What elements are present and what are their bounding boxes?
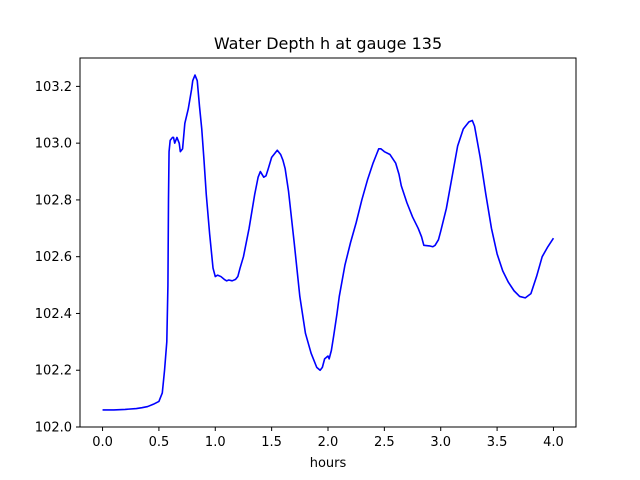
plot-area	[79, 57, 577, 428]
x-tick-label: 1.5	[261, 435, 282, 450]
chart-title: Water Depth h at gauge 135	[214, 34, 442, 53]
plot-frame	[79, 57, 577, 428]
x-tick-label: 3.0	[430, 435, 451, 450]
x-tick-label: 2.5	[374, 435, 395, 450]
y-tick-label: 102.8	[35, 193, 72, 208]
x-tick-label: 2.0	[318, 435, 339, 450]
y-tick-label: 102.0	[35, 421, 72, 436]
x-tick-label: 4.0	[543, 435, 564, 450]
x-tick-label: 1.0	[205, 435, 226, 450]
y-axis: 102.0 102.2 102.4 102.6 102.8 103.0 103.2	[35, 80, 80, 436]
series-line-0	[102, 74, 555, 411]
x-axis-label: hours	[310, 456, 347, 471]
y-tick-label: 103.2	[35, 80, 72, 95]
x-tick-label: 3.5	[487, 435, 508, 450]
y-tick-label: 103.0	[35, 137, 72, 152]
x-tick-label: 0.5	[149, 435, 170, 450]
y-tick-label: 102.2	[35, 364, 72, 379]
x-tick-label: 0.0	[92, 435, 113, 450]
y-tick-label: 102.4	[35, 307, 72, 322]
y-tick-label: 102.6	[35, 250, 72, 265]
x-axis: 0.0 0.5 1.0 1.5 2.0 2.5 3.0 3.5 4.0	[92, 427, 564, 450]
